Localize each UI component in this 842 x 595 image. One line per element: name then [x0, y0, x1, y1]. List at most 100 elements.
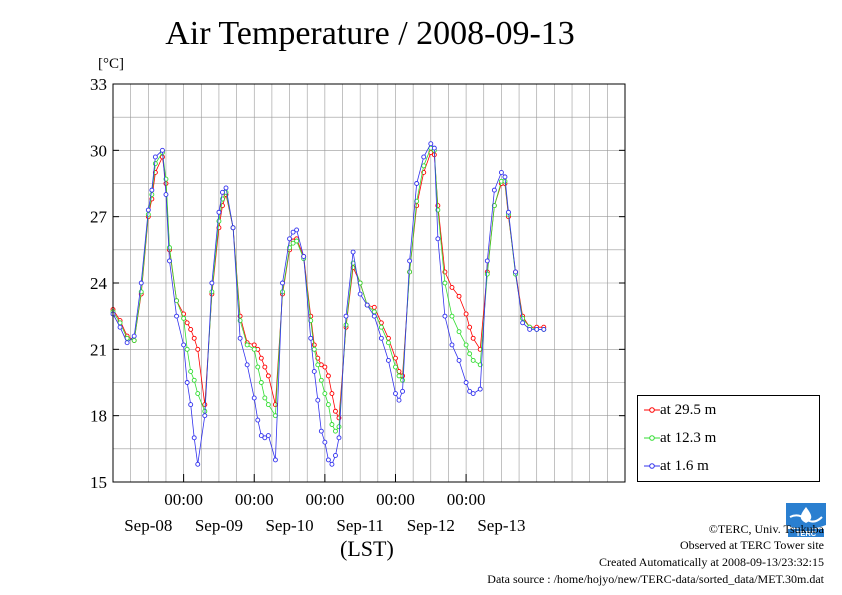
legend-marker-blue: [644, 463, 660, 469]
x-tick-label: 00:00: [447, 490, 486, 509]
series-lines: [110, 141, 547, 467]
data-point: [174, 313, 180, 319]
y-tick-label: 15: [90, 473, 107, 492]
data-point: [467, 351, 473, 357]
day-label: Sep-10: [265, 516, 313, 535]
data-point: [191, 435, 197, 441]
data-point: [322, 364, 328, 370]
data-point: [449, 284, 455, 290]
data-point: [491, 203, 497, 209]
x-axis-title: (LST): [340, 536, 394, 561]
legend-label: at 29.5 m: [660, 402, 717, 418]
data-point: [467, 388, 473, 394]
data-point: [191, 335, 197, 341]
data-point: [442, 313, 448, 319]
day-label: Sep-12: [407, 516, 455, 535]
terc-logo-icon: TERC: [786, 503, 826, 537]
data-point: [308, 335, 314, 341]
data-point: [325, 373, 331, 379]
logo-text: TERC: [796, 529, 817, 537]
data-point: [407, 269, 413, 275]
data-point: [265, 433, 271, 439]
data-point: [414, 181, 420, 186]
chart-title: Air Temperature / 2008-09-13: [165, 15, 575, 52]
data-point: [195, 391, 201, 397]
data-point: [385, 357, 391, 363]
data-point: [371, 313, 377, 319]
data-point: [357, 291, 363, 297]
data-point: [290, 240, 296, 246]
data-point: [131, 338, 137, 343]
data-point: [371, 309, 377, 315]
data-point: [336, 424, 342, 430]
data-point: [311, 368, 317, 374]
data-point: [315, 397, 321, 403]
data-point: [258, 355, 264, 361]
data-point: [237, 335, 243, 341]
data-point: [301, 254, 307, 259]
copyright-text: ©TERC, Univ. Tsukuba: [708, 522, 824, 536]
data-point: [258, 380, 264, 385]
data-point: [262, 435, 268, 441]
data-point: [520, 320, 526, 326]
data-point: [318, 377, 324, 383]
y-tick-label: 21: [90, 340, 107, 359]
day-label: Sep-11: [336, 516, 384, 535]
data-point: [456, 293, 462, 299]
data-point: [325, 457, 331, 463]
data-point: [287, 236, 293, 242]
data-point: [484, 258, 490, 264]
data-point: [251, 342, 257, 348]
data-source-text: Data source : /home/hojyo/new/TERC-data/…: [487, 572, 824, 586]
data-point: [195, 346, 201, 352]
data-point: [262, 395, 268, 401]
data-point: [223, 185, 229, 191]
axis-labels: 15 18 21 24 27 30 33 00:00 00:00 00:00 00:00 00:00 S…: [90, 75, 525, 535]
data-point: [350, 249, 356, 255]
data-point: [513, 269, 518, 275]
data-point: [463, 380, 469, 385]
data-point: [477, 386, 483, 392]
x-tick-label: 00:00: [376, 490, 415, 509]
data-point: [527, 326, 533, 332]
data-point: [255, 364, 261, 370]
x-tick-label: 00:00: [235, 490, 274, 509]
data-point: [216, 209, 222, 215]
data-point: [152, 154, 158, 160]
data-point: [315, 362, 321, 368]
data-point: [407, 258, 413, 264]
data-point: [181, 342, 187, 348]
data-point: [428, 141, 434, 147]
y-tick-label: 18: [90, 407, 107, 426]
data-point: [163, 192, 169, 198]
data-point: [244, 342, 250, 348]
data-point: [181, 315, 187, 321]
data-point: [152, 161, 158, 167]
data-point: [371, 304, 377, 310]
data-point: [378, 324, 384, 330]
data-point: [188, 368, 194, 374]
data-point: [396, 397, 402, 403]
data-point: [322, 439, 328, 445]
y-tick-label: 30: [90, 141, 107, 160]
legend-label: at 12.3 m: [660, 430, 717, 446]
data-point: [364, 302, 370, 308]
data-point: [343, 313, 349, 319]
data-point: [251, 395, 257, 401]
data-point: [251, 346, 257, 352]
data-point: [491, 187, 497, 193]
observed-text: Observed at TERC Tower site: [679, 538, 824, 552]
data-point: [463, 342, 469, 348]
data-point: [318, 428, 324, 434]
legend-item-29-5m: at 29.5 m: [638, 399, 819, 421]
created-text: Created Automatically at 2008-09-13/23:3…: [599, 555, 824, 569]
data-point: [145, 207, 151, 213]
data-point: [456, 357, 462, 363]
data-point: [117, 324, 123, 330]
data-point: [343, 322, 349, 328]
data-point: [294, 227, 300, 233]
x-tick-label: 00:00: [305, 490, 344, 509]
data-point: [400, 377, 405, 383]
data-point: [265, 402, 271, 408]
